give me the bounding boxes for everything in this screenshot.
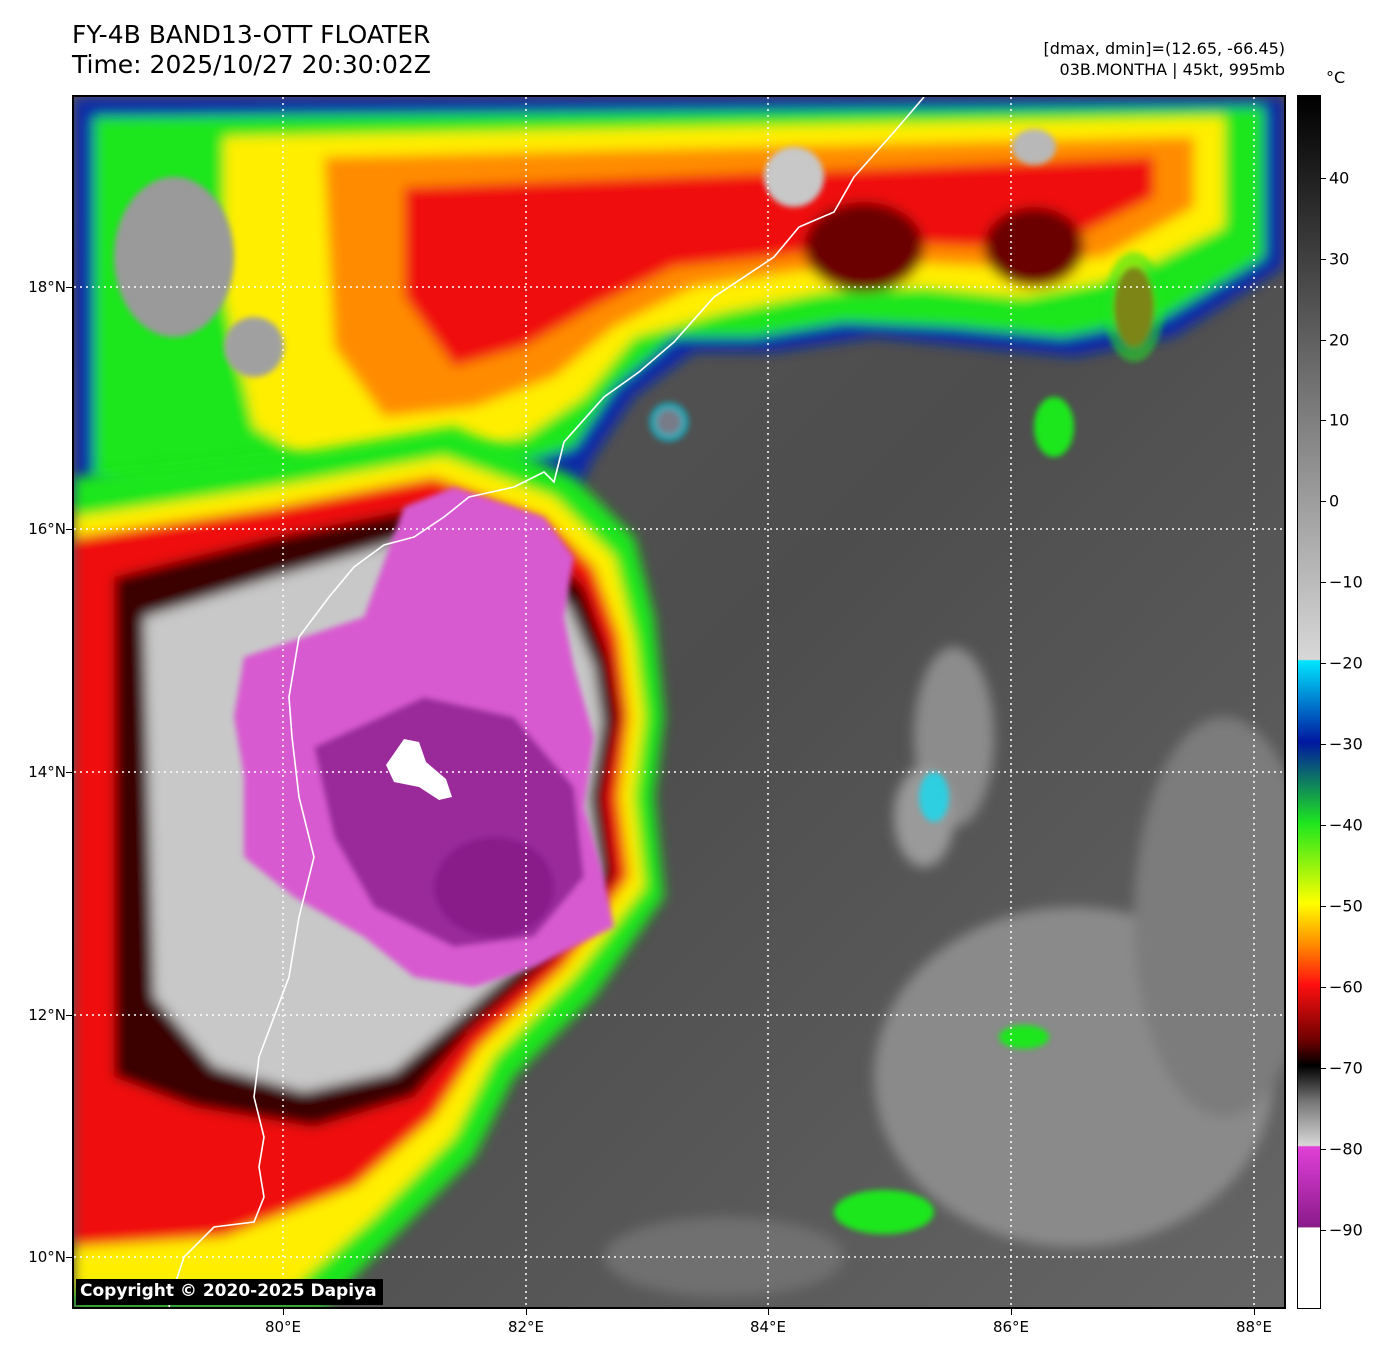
lon-tick <box>1254 1309 1255 1315</box>
title-block: FY-4B BAND13-OTT FLOATER Time: 2025/10/2… <box>72 20 431 80</box>
colorbar-label: −30 <box>1329 734 1363 754</box>
colorbar-label: −40 <box>1329 815 1363 835</box>
lon-label-86e: 86°E <box>992 1318 1030 1336</box>
colorbar-unit: °C <box>1326 68 1346 87</box>
observation-time: Time: 2025/10/27 20:30:02Z <box>72 50 431 79</box>
isolated-cells <box>649 252 1164 1234</box>
copyright-notice: Copyright © 2020-2025 Dapiya <box>76 1279 383 1305</box>
scattered-low-clouds <box>604 647 1284 1297</box>
satellite-map[interactable]: Copyright © 2020-2025 Dapiya <box>72 95 1286 1309</box>
lon-label-80e: 80°E <box>264 1318 302 1336</box>
lon-tick <box>283 1309 284 1315</box>
central-dense-overcast <box>234 487 614 987</box>
lat-tick <box>66 1257 72 1258</box>
colorbar-tick <box>1321 259 1326 260</box>
lat-label-16n: 16°N <box>28 520 66 538</box>
colorbar-tick <box>1321 1230 1326 1231</box>
colorbar-label: 30 <box>1329 249 1350 269</box>
lat-tick <box>66 772 72 773</box>
lat-label-10n: 10°N <box>28 1248 66 1266</box>
lat-tick <box>66 287 72 288</box>
lon-tick <box>768 1309 769 1315</box>
lon-tick <box>526 1309 527 1315</box>
lon-label-84e: 84°E <box>749 1318 787 1336</box>
northern-gaps <box>114 129 1056 377</box>
lat-tick <box>66 529 72 530</box>
lon-label-82e: 82°E <box>507 1318 545 1336</box>
overshooting-top <box>386 739 452 800</box>
northern-cloud-band <box>74 97 1284 537</box>
colorbar-label: −90 <box>1329 1220 1363 1240</box>
colorbar <box>1297 95 1321 1309</box>
colorbar-label: −60 <box>1329 977 1363 997</box>
colorbar-tick <box>1321 178 1326 179</box>
colorbar-tick <box>1321 501 1326 502</box>
lat-label-14n: 14°N <box>28 763 66 781</box>
lat-label-12n: 12°N <box>28 1006 66 1024</box>
colorbar-label: −10 <box>1329 572 1363 592</box>
colorbar-tick <box>1321 744 1326 745</box>
colorbar-tick <box>1321 340 1326 341</box>
product-title: FY-4B BAND13-OTT FLOATER <box>72 20 431 49</box>
colorbar-label: 20 <box>1329 330 1350 350</box>
lon-label-88e: 88°E <box>1235 1318 1273 1336</box>
lon-tick <box>1011 1309 1012 1315</box>
colorbar-tick <box>1321 420 1326 421</box>
meta-block: [dmax, dmin]=(12.65, -66.45) 03B.MONTHA … <box>1044 38 1285 80</box>
colorbar-label: −20 <box>1329 653 1363 673</box>
temperature-range: [dmax, dmin]=(12.65, -66.45) <box>1043 39 1285 58</box>
colorbar-label: −80 <box>1329 1139 1363 1159</box>
colorbar-label: 40 <box>1329 168 1350 188</box>
colorbar-label: −50 <box>1329 896 1363 916</box>
colorbar-tick <box>1321 1149 1326 1150</box>
gridlines <box>74 97 1284 1307</box>
satellite-imagery <box>74 97 1284 1307</box>
colorbar-tick <box>1321 987 1326 988</box>
colorbar-label: −70 <box>1329 1058 1363 1078</box>
coastline <box>168 97 925 1307</box>
storm-info: 03B.MONTHA | 45kt, 995mb <box>1059 60 1285 79</box>
colorbar-tick <box>1321 582 1326 583</box>
lat-tick <box>66 1015 72 1016</box>
colorbar-label: 0 <box>1329 491 1340 511</box>
colorbar-tick <box>1321 906 1326 907</box>
colorbar-tick <box>1321 825 1326 826</box>
colorbar-label: 10 <box>1329 410 1350 430</box>
colorbar-tick <box>1321 663 1326 664</box>
colorbar-tick <box>1321 1068 1326 1069</box>
lat-label-18n: 18°N <box>28 278 66 296</box>
